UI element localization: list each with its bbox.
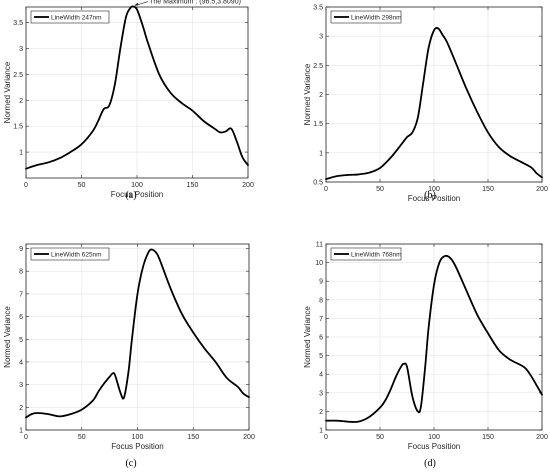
x-tick-label: 200	[536, 434, 548, 441]
y-tick-label: 1	[319, 150, 323, 157]
y-tick-label: 2.5	[13, 72, 23, 79]
y-tick-label: 3.5	[313, 5, 323, 12]
y-tick-label: 2.5	[313, 63, 323, 70]
chart-panel-0: 0 50 100 150 200 1 1.5 2 2.5 3 3.5 Focus Position No…	[3, 0, 254, 201]
series-line	[25, 5, 249, 170]
series-line	[25, 248, 250, 419]
y-tick-label: 8	[19, 269, 23, 276]
series-line	[325, 27, 543, 180]
x-tick-label: 100	[132, 434, 144, 441]
legend-label: LineWidth 768nm	[351, 251, 402, 258]
y-tick-label: 1	[19, 150, 23, 157]
y-tick-label: 2	[319, 92, 323, 99]
x-tick-label: 50	[376, 434, 384, 441]
y-axis-label: Normed Variance	[3, 61, 12, 123]
x-tick-label: 0	[24, 182, 28, 189]
y-tick-label: 6	[19, 314, 23, 321]
y-tick-label: 11	[316, 242, 323, 249]
x-axis-label: Focus Position	[111, 190, 163, 199]
y-axis-label: Normed Variance	[303, 63, 312, 125]
x-tick-label: 0	[324, 186, 328, 193]
x-tick-label: 0	[324, 434, 328, 441]
x-axis-label: Focus Position	[111, 442, 163, 451]
y-tick-label: 5	[319, 353, 323, 360]
x-tick-label: 150	[187, 434, 199, 441]
y-tick-label: 2	[319, 409, 323, 416]
y-tick-label: 3	[19, 382, 23, 389]
y-tick-label: 9	[319, 279, 323, 286]
x-tick-label: 150	[482, 186, 494, 193]
x-tick-label: 100	[428, 186, 440, 193]
x-tick-label: 50	[78, 434, 86, 441]
chart-panel-3: 0 50 100 150 200 1 2 3 4 5 6 7 8 9 10 11 Focus Position N…	[303, 242, 548, 470]
x-tick-label: 150	[482, 434, 494, 441]
y-tick-label: 3	[19, 46, 23, 53]
y-tick-label: 3	[319, 390, 323, 397]
legend-box	[30, 10, 110, 24]
y-tick-label: 7	[19, 291, 23, 298]
y-tick-label: 3.5	[13, 20, 23, 27]
y-tick-label: 8	[319, 297, 323, 304]
annotation-arrowhead	[134, 2, 139, 6]
y-tick-label: 3	[319, 34, 323, 41]
y-tick-label: 1	[19, 428, 23, 435]
chart-panel-1: 0 50 100 150 200 0.5 1 1.5 2 2.5 3 3.5 Focus Positio…	[303, 5, 548, 204]
y-tick-label: 4	[19, 359, 23, 366]
y-tick-label: 1.5	[13, 124, 23, 131]
x-tick-label: 200	[243, 434, 255, 441]
x-tick-label: 200	[536, 186, 548, 193]
y-tick-label: 6	[319, 335, 323, 342]
panel-label: (a)	[125, 190, 136, 201]
y-tick-label: 9	[19, 246, 23, 253]
panel-label: (d)	[424, 458, 436, 469]
x-tick-label: 200	[242, 182, 254, 189]
y-tick-label: 1.5	[313, 121, 323, 128]
legend-box	[30, 247, 110, 261]
y-tick-label: 0.5	[313, 180, 323, 187]
x-tick-label: 150	[187, 182, 199, 189]
y-tick-label: 10	[315, 260, 323, 267]
y-axis-label: Normed Variance	[3, 306, 12, 368]
x-tick-label: 100	[428, 434, 440, 441]
y-tick-label: 5	[19, 337, 23, 344]
legend-box	[330, 247, 402, 261]
annotation-label: The Maximum : (96.5,3.8090)	[149, 0, 241, 6]
y-tick-label: 7	[319, 316, 323, 323]
x-axis-label: Focus Position	[408, 442, 460, 451]
x-tick-label: 0	[24, 434, 28, 441]
y-axis-label: Normed Variance	[303, 306, 312, 368]
x-tick-label: 50	[78, 182, 86, 189]
legend-label: LineWidth 247nm	[51, 14, 102, 21]
x-tick-label: 50	[376, 186, 384, 193]
y-tick-label: 2	[19, 405, 23, 412]
y-tick-label: 4	[319, 372, 323, 379]
series-line	[325, 254, 543, 423]
y-tick-label: 2	[19, 98, 23, 105]
x-axis-label: Focus Position	[408, 194, 460, 203]
x-tick-label: 100	[131, 182, 143, 189]
legend-box	[330, 10, 402, 24]
legend-label: LineWidth 298nm	[351, 14, 402, 21]
y-tick-label: 1	[319, 428, 323, 435]
panel-label: (c)	[125, 458, 136, 469]
legend-label: LineWidth 625nm	[51, 251, 102, 258]
chart-panel-2: 0 50 100 150 200 1 2 3 4 5 6 7 8 9 Focus Position Norme…	[3, 243, 255, 469]
panel-label: (b)	[424, 190, 436, 201]
